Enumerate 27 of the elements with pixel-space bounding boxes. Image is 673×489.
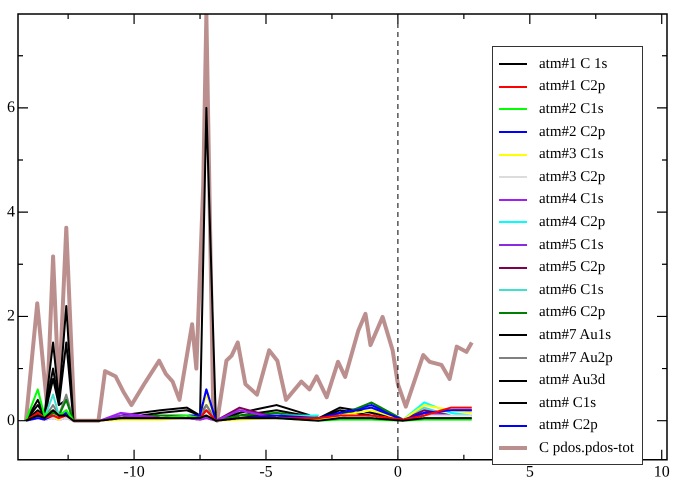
legend-label: atm#1 C2p — [539, 78, 606, 96]
legend-label: atm#7 Au1s — [539, 326, 612, 344]
x-tick-label: -5 — [259, 464, 273, 481]
x-tick-label: -10 — [123, 464, 145, 481]
legend-label: C pdos.pdos-tot — [539, 440, 634, 457]
legend-label: atm#2 C2p — [539, 124, 606, 141]
legend-label: atm#4 C2p — [539, 214, 606, 231]
legend-label: atm# Au3d — [539, 372, 606, 390]
legend-label: atm#4 C1s — [539, 191, 604, 208]
x-tick-label: 10 — [654, 464, 670, 481]
legend-label: atm#5 C2p — [539, 259, 606, 276]
legend-label: atm# C1s — [539, 394, 596, 412]
y-tick-label: 0 — [7, 412, 15, 429]
x-tick-label: 5 — [526, 464, 534, 481]
legend-label: atm#7 Au2p — [539, 350, 613, 367]
y-tick-label: 6 — [7, 99, 15, 116]
legend-label: atm#1 C 1s — [539, 56, 608, 73]
legend-label: atm# C2p — [539, 417, 598, 434]
y-tick-label: 2 — [7, 308, 15, 325]
y-tick-label: 4 — [7, 203, 15, 220]
legend-label: atm#3 C2p — [539, 168, 606, 186]
legend-label: atm#2 C1s — [539, 100, 604, 118]
x-tick-label: 0 — [394, 464, 402, 481]
legend-label: atm#3 C1s — [539, 146, 604, 164]
legend-label: atm#5 C1s — [539, 236, 604, 254]
legend-label: atm#6 C1s — [539, 282, 604, 299]
legend-label: atm#6 C2p — [539, 304, 606, 322]
